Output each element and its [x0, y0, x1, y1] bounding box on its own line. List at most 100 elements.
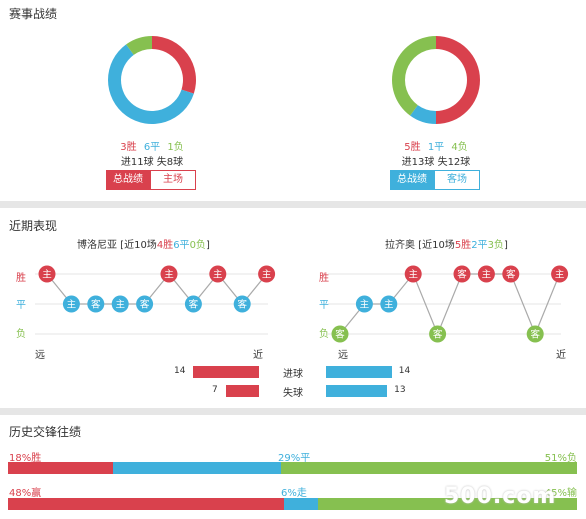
right-away-button[interactable]: 客场	[434, 170, 480, 190]
right-team-summary-post: ]	[503, 240, 508, 251]
right-record-summary: 5胜 1平 4负	[336, 138, 536, 153]
left-match-marker: 客	[87, 295, 105, 313]
left-draw-row-label: 平	[16, 300, 26, 311]
left-near-label: 近	[253, 350, 263, 361]
left-conceded-value: 7	[212, 385, 218, 395]
right-match-venue: 客	[335, 329, 345, 341]
right-match-marker: 客	[526, 325, 544, 343]
left-match-dot	[62, 295, 80, 313]
history-row1-loss-segment	[280, 462, 577, 474]
history-panel: 历史交锋往绩 18%胜 29%平 51%负 48%赢 6%走 45%输	[0, 415, 586, 519]
left-team-recent-title: 博洛尼亚 [近10场4胜6平0负]	[77, 236, 210, 251]
left-donut-draw-slice	[108, 44, 194, 124]
history-row2-loss: 45%输	[544, 488, 577, 499]
left-loss-row-label: 负	[16, 329, 26, 340]
history-row2-win: 48%赢	[9, 488, 42, 499]
right-donut-draw-slice	[410, 105, 436, 124]
right-match-dot	[453, 265, 471, 283]
history-row1-win: 18%胜	[9, 453, 42, 464]
left-match-dot	[111, 295, 129, 313]
left-losses: 1负	[167, 142, 184, 153]
right-loss-row-label: 负	[319, 329, 329, 340]
right-team-name: 拉齐奥	[385, 240, 415, 251]
left-match-dot	[160, 265, 178, 283]
left-match-marker: 主	[62, 295, 80, 313]
left-match-venue: 主	[67, 299, 77, 311]
right-recent-trend-chart: 客主 主主客客主客客主	[328, 265, 569, 343]
left-team-name: 博洛尼亚	[77, 240, 117, 251]
left-match-venue: 主	[115, 299, 125, 311]
left-match-dot	[184, 295, 202, 313]
left-record-summary: 3胜 6平 1负	[52, 138, 252, 153]
left-total-record-button[interactable]: 总战绩	[106, 170, 150, 190]
right-match-marker: 客	[453, 265, 471, 283]
left-match-venue: 主	[262, 269, 272, 281]
right-match-venue: 客	[433, 329, 443, 341]
history-row2-draw: 6%走	[281, 488, 307, 499]
history-row1-win-segment	[8, 462, 113, 474]
right-conceded-bar	[326, 385, 388, 397]
recent-title: 近期表现	[9, 219, 58, 233]
right-match-marker: 主	[404, 265, 422, 283]
right-match-venue: 主	[482, 269, 492, 281]
right-team-summary-pre: [近10场	[415, 240, 455, 251]
right-losses: 4负	[451, 142, 468, 153]
watermark-logo: 500.com	[444, 484, 557, 509]
right-team-wins: 5胜	[454, 240, 472, 251]
right-match-venue: 客	[530, 329, 540, 341]
right-match-marker: 主	[355, 295, 373, 313]
history-row1-draw: 29%平	[278, 453, 311, 464]
left-match-venue: 客	[140, 299, 150, 311]
left-match-venue: 主	[213, 269, 223, 281]
goals-label: 进球	[283, 369, 303, 380]
right-conceded-value: 13	[394, 385, 406, 395]
left-match-dot	[233, 295, 251, 313]
right-draws: 1平	[427, 142, 445, 153]
left-match-dot	[209, 265, 227, 283]
right-donut-svg	[392, 36, 480, 124]
right-match-dot	[355, 295, 373, 313]
left-team-wins: 4胜	[156, 240, 174, 251]
right-match-dot	[380, 295, 398, 313]
right-total-record-button[interactable]: 总战绩	[390, 170, 434, 190]
left-far-label: 远	[35, 350, 45, 361]
right-match-dot	[331, 325, 349, 343]
left-donut-svg	[108, 36, 196, 124]
history-row1-loss: 51%负	[544, 453, 577, 464]
right-donut-win-slice	[436, 36, 480, 124]
left-match-marker: 客	[233, 295, 251, 313]
right-filter-buttons: 总战绩 客场	[390, 170, 480, 190]
right-match-dot	[429, 325, 447, 343]
left-home-button[interactable]: 主场	[150, 170, 196, 190]
left-match-marker: 主	[38, 265, 56, 283]
left-goals: 进11球 失8球	[120, 157, 184, 168]
right-match-marker: 主	[477, 265, 495, 283]
left-goals-bar	[193, 366, 259, 378]
left-team-losses: 0负	[189, 240, 206, 251]
right-goals: 进13球 失12球	[401, 157, 471, 168]
left-donut-loss-slice	[126, 36, 152, 55]
left-trend-line	[46, 273, 268, 305]
right-match-dot	[404, 265, 422, 283]
record-title: 赛事战绩	[9, 7, 58, 21]
left-match-marker: 客	[136, 295, 154, 313]
right-match-marker: 客	[331, 325, 349, 343]
right-match-venue: 客	[506, 269, 516, 281]
history-row2-loss-segment	[318, 498, 577, 510]
left-match-venue: 主	[164, 269, 174, 281]
recent-panel: 近期表现 博洛尼亚 [近10场4胜6平0负] 拉齐奥 [近10场5胜2平3负] …	[0, 208, 586, 408]
right-donut-loss-slice	[392, 36, 436, 116]
record-panel: 赛事战绩 3胜 6平 1负 进11球 失8球 总战绩 主场 5胜 1平 4负 进…	[0, 0, 586, 201]
history-row1-bar	[8, 462, 577, 474]
left-match-marker: 主	[111, 295, 129, 313]
history-row1-draw-segment	[112, 462, 281, 474]
history-row2-draw-segment	[283, 498, 319, 510]
right-trend-line	[339, 272, 561, 336]
history-row2-bar	[8, 498, 577, 510]
left-donut-win-slice	[152, 36, 196, 94]
right-match-marker: 主	[551, 265, 569, 283]
right-match-marker: 客	[429, 325, 447, 343]
history-title: 历史交锋往绩	[9, 425, 82, 439]
left-match-dot	[38, 265, 56, 283]
left-match-dot	[258, 265, 276, 283]
